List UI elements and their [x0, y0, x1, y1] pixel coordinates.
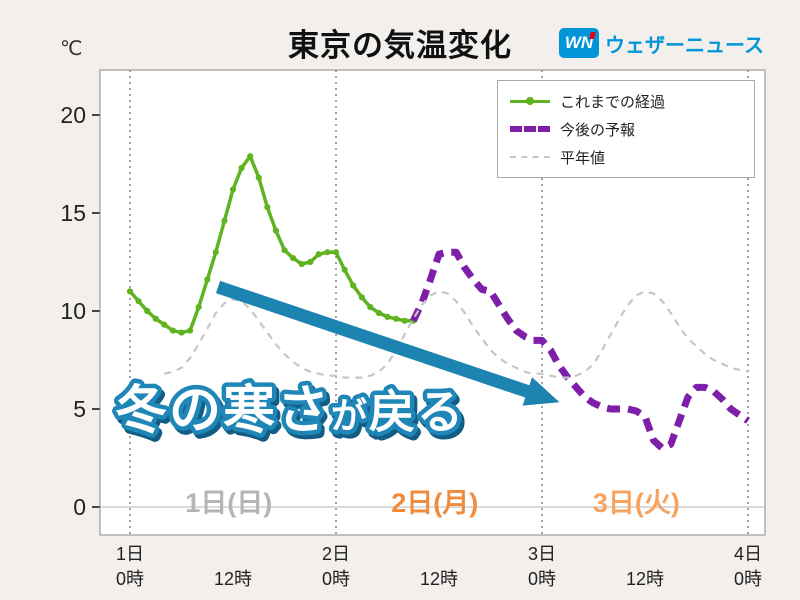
y-tick-label-10: 10	[60, 298, 86, 324]
wn-logo-mark-text: WN	[564, 33, 594, 52]
series-past-dot	[393, 315, 400, 322]
series-past-dot	[324, 249, 331, 256]
plot-border	[99, 69, 766, 536]
y-tick-label-15: 15	[60, 200, 86, 226]
series-past-dot	[126, 288, 134, 295]
series-past-dot	[341, 266, 348, 273]
legend-item-forecast-label: 今後の予報	[560, 121, 636, 139]
series-past-dot	[212, 249, 219, 256]
forecast-line-swatch-icon	[510, 126, 550, 132]
series-past-dot	[152, 315, 159, 322]
series-past-dot	[298, 260, 305, 268]
legend-item-past-label: これまでの経過	[560, 93, 666, 111]
series-past-dot	[178, 329, 185, 336]
series-past-dot	[315, 251, 322, 258]
x-tick-label-h60: 12時	[626, 569, 664, 589]
x-tick-label-h36: 12時	[420, 569, 458, 589]
day-label-1: 1日(日)	[185, 488, 272, 518]
legend: これまでの経過 今後の予報 平年値	[497, 80, 755, 178]
series-past-dot	[384, 313, 391, 320]
series-past-dot	[272, 227, 279, 234]
y-tick-label-0: 0	[73, 494, 86, 520]
legend-item-forecast: 今後の予報	[510, 120, 742, 139]
series-past-dot	[187, 327, 194, 334]
annotation-text-shadow: 冬の寒さが戻る	[118, 386, 468, 444]
series-forecast-line	[410, 248, 750, 452]
day-label-2: 2日(月)	[391, 488, 478, 518]
series-past-dot	[135, 298, 142, 305]
series-past-dot	[229, 186, 237, 193]
x-tick-label-h48: 3日 0時	[528, 544, 556, 589]
series-past-dot	[221, 217, 228, 224]
series-past-dot	[281, 247, 288, 254]
series-past-dot	[264, 204, 271, 211]
weathernews-logo: WN ウェザーニュース	[559, 28, 764, 58]
series-past-dot	[358, 294, 365, 301]
series-past-dot	[401, 317, 408, 324]
cooling-trend-arrow	[215, 280, 560, 406]
y-axis-unit-label: ℃	[60, 38, 83, 60]
day-label-3: 3日(火)	[593, 488, 680, 518]
series-past-dot	[144, 307, 151, 315]
x-tick-label-h72: 4日 0時	[734, 544, 762, 589]
series-past-line	[128, 154, 414, 335]
normal-line-swatch-icon	[510, 156, 550, 158]
series-past-dot	[350, 282, 357, 289]
series-past-dot	[255, 174, 262, 181]
legend-item-past: これまでの経過	[510, 92, 742, 111]
series-past-dot	[169, 327, 176, 334]
legend-item-normal-label: 平年値	[560, 149, 606, 167]
past-line-dot-icon	[526, 97, 534, 105]
legend-item-normal: 平年値	[510, 148, 742, 167]
series-past-dot	[367, 304, 374, 311]
weathernews-logo-text: ウェザーニュース	[605, 34, 764, 57]
wn-logo-icon: WN	[559, 28, 599, 58]
series-past-dot	[238, 164, 245, 171]
y-tick-label-20: 20	[60, 102, 86, 128]
series-normal-line	[164, 290, 749, 379]
series-past-dot	[332, 249, 340, 256]
y-tick-label-5: 5	[73, 396, 86, 422]
plot-layer: 0 5 10 15 20 1日 0時 12時 2日 0時 12時 3日 0時 12時 4日 0時 1日(日) 2日…	[60, 70, 765, 589]
series-past-dot	[204, 276, 211, 283]
series-past-dot	[290, 255, 297, 262]
series-past-dot	[195, 304, 202, 311]
series-past-dot	[307, 258, 314, 266]
series-past-dot	[247, 153, 254, 160]
past-line-swatch-icon	[510, 97, 550, 105]
x-tick-label-h0: 1日 0時	[116, 544, 144, 589]
annotation-text: 冬の寒さが戻る	[115, 382, 465, 440]
series-past-dot	[375, 309, 382, 317]
page-title: 東京の気温変化	[288, 28, 512, 63]
x-tick-label-h12: 12時	[214, 569, 252, 589]
x-tick-label-h24: 2日 0時	[322, 544, 350, 589]
series-past-dot	[161, 321, 168, 328]
